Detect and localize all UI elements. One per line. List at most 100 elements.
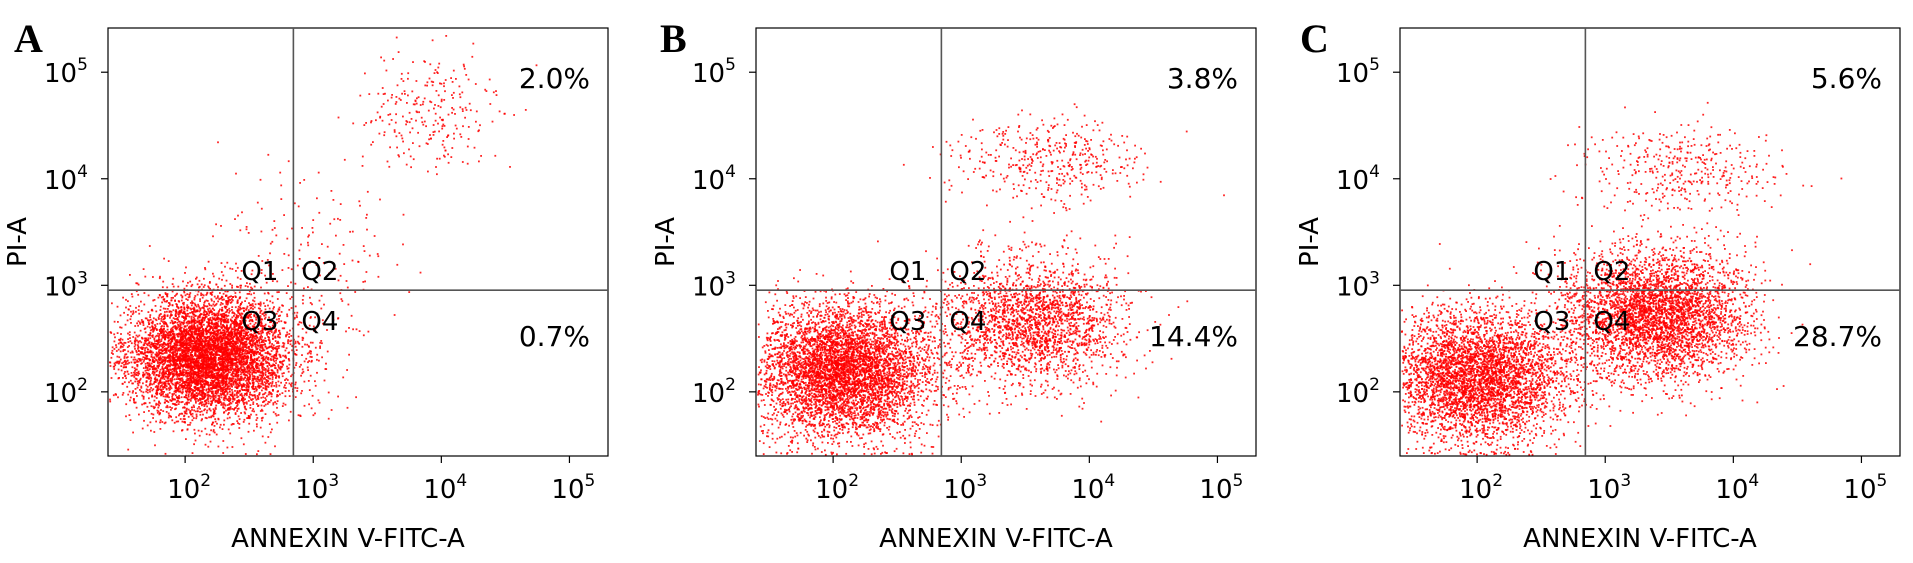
data-point <box>223 424 225 426</box>
data-point <box>177 326 179 328</box>
data-point <box>217 354 219 356</box>
data-point <box>180 418 182 420</box>
data-point <box>151 363 153 365</box>
data-point <box>295 342 297 344</box>
data-point <box>260 427 262 429</box>
data-point <box>220 324 222 326</box>
data-point <box>271 372 273 374</box>
data-point <box>228 308 230 310</box>
data-point <box>129 334 131 336</box>
data-point <box>215 354 217 356</box>
data-point <box>228 348 230 350</box>
data-point <box>160 309 162 311</box>
data-point <box>137 325 139 327</box>
data-point <box>178 300 180 302</box>
data-point <box>224 388 226 390</box>
data-point <box>151 413 153 415</box>
data-point <box>265 371 267 373</box>
data-point <box>303 288 305 290</box>
data-point <box>155 354 157 356</box>
data-point <box>174 367 176 369</box>
data-point <box>250 407 252 409</box>
data-point <box>114 336 116 338</box>
data-point <box>142 347 144 349</box>
data-point <box>264 337 266 339</box>
data-point <box>223 412 225 414</box>
data-point <box>283 360 285 362</box>
data-point <box>152 417 154 419</box>
data-point <box>184 311 186 313</box>
data-point <box>155 311 157 313</box>
data-point <box>173 317 175 319</box>
data-point <box>170 409 172 411</box>
data-point <box>229 310 231 312</box>
data-point <box>314 380 316 382</box>
data-point <box>309 350 311 352</box>
data-point <box>125 353 127 355</box>
data-point <box>262 369 264 371</box>
data-point <box>136 322 138 324</box>
data-point <box>173 430 175 432</box>
data-point <box>164 378 166 380</box>
data-point <box>131 372 133 374</box>
data-point <box>130 352 132 354</box>
data-point <box>232 375 234 377</box>
data-point <box>153 383 155 385</box>
data-point <box>218 389 220 391</box>
data-point <box>237 396 239 398</box>
data-point <box>252 408 254 410</box>
data-point <box>256 403 258 405</box>
data-point <box>194 295 196 297</box>
data-point <box>270 393 272 395</box>
data-point <box>256 389 258 391</box>
data-point <box>211 336 213 338</box>
data-point <box>235 306 237 308</box>
data-point <box>164 402 166 404</box>
data-point <box>174 352 176 354</box>
data-point <box>290 282 292 284</box>
data-point <box>132 432 134 434</box>
data-point <box>283 345 285 347</box>
data-point <box>132 366 134 368</box>
data-point <box>186 409 188 411</box>
data-point <box>204 405 206 407</box>
data-point <box>227 365 229 367</box>
data-point <box>165 373 167 375</box>
data-point <box>261 390 263 392</box>
data-point <box>147 344 149 346</box>
data-point <box>251 346 253 348</box>
data-point <box>160 306 162 308</box>
data-point <box>193 375 195 377</box>
data-point <box>327 351 329 353</box>
data-point <box>129 400 131 402</box>
data-point <box>248 387 250 389</box>
data-point <box>214 296 216 298</box>
data-point <box>295 306 297 308</box>
data-point <box>286 314 288 316</box>
data-point <box>233 336 235 338</box>
data-point <box>238 353 240 355</box>
data-point <box>127 394 129 396</box>
data-point <box>217 286 219 288</box>
data-point <box>225 358 227 360</box>
data-point <box>110 365 112 367</box>
data-point <box>238 386 240 388</box>
data-point <box>260 383 262 385</box>
data-point <box>207 305 209 307</box>
data-point <box>259 380 261 382</box>
data-point <box>151 354 153 356</box>
data-point <box>125 415 127 417</box>
data-point <box>132 296 134 298</box>
data-point <box>225 398 227 400</box>
data-point <box>201 368 203 370</box>
data-point <box>163 298 165 300</box>
data-point <box>245 380 247 382</box>
data-point <box>206 417 208 419</box>
data-point <box>212 329 214 331</box>
data-point <box>203 324 205 326</box>
data-point <box>147 368 149 370</box>
data-point <box>130 340 132 342</box>
data-point <box>278 385 280 387</box>
data-point <box>163 363 165 365</box>
data-point <box>201 430 203 432</box>
